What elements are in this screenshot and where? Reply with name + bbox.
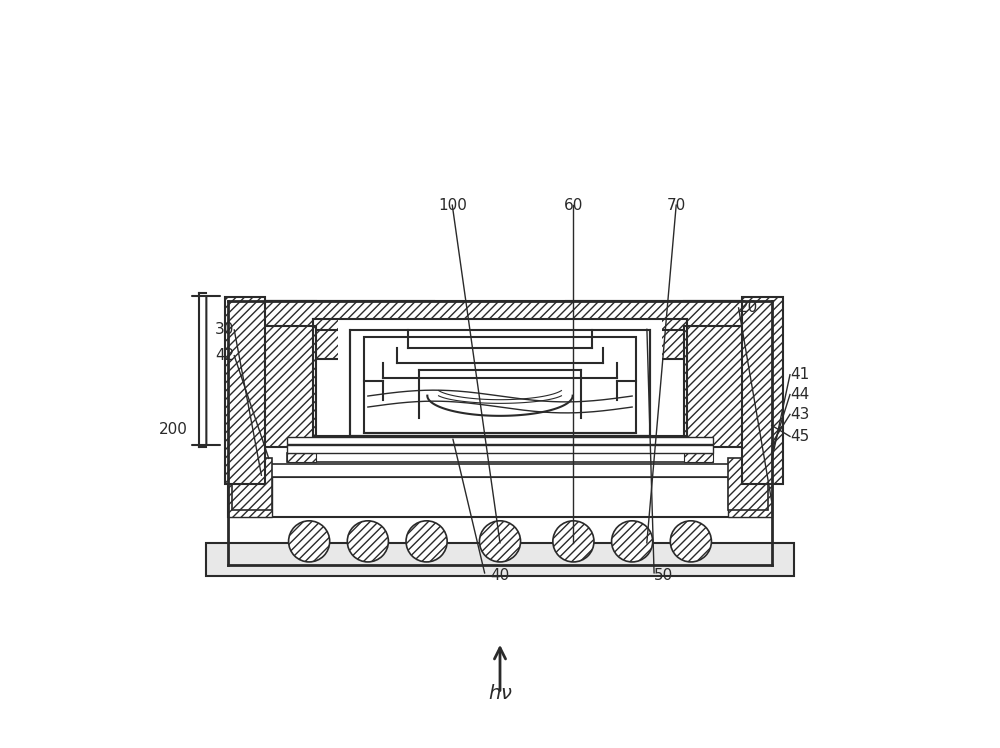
Circle shape: [289, 521, 330, 562]
Text: 50: 50: [654, 568, 673, 583]
Bar: [232, 459, 272, 510]
Circle shape: [553, 521, 594, 562]
Circle shape: [479, 521, 521, 562]
Bar: [287, 453, 713, 462]
Bar: [228, 301, 772, 330]
Text: 100: 100: [438, 197, 467, 213]
Text: 30: 30: [215, 322, 234, 337]
Bar: [228, 326, 316, 447]
Bar: [364, 337, 636, 433]
Bar: [206, 543, 794, 576]
Circle shape: [670, 521, 711, 562]
Text: 20: 20: [739, 301, 758, 316]
Circle shape: [612, 521, 653, 562]
Bar: [684, 453, 713, 462]
Circle shape: [347, 521, 388, 562]
Bar: [228, 301, 316, 359]
Bar: [228, 301, 772, 565]
Circle shape: [406, 521, 447, 562]
Bar: [228, 476, 272, 517]
Bar: [350, 330, 650, 436]
Bar: [228, 476, 772, 517]
Text: 43: 43: [790, 407, 809, 422]
Bar: [261, 464, 739, 476]
Bar: [225, 297, 265, 484]
Text: 41: 41: [790, 367, 809, 382]
Bar: [684, 301, 772, 359]
Bar: [287, 445, 713, 453]
Bar: [338, 319, 662, 447]
Text: $h\nu$: $h\nu$: [488, 684, 512, 703]
Text: 44: 44: [790, 387, 809, 402]
Bar: [728, 476, 772, 517]
Bar: [287, 437, 713, 444]
Text: 200: 200: [159, 422, 188, 437]
Bar: [684, 326, 772, 447]
Text: 42: 42: [215, 348, 234, 363]
Text: 40: 40: [490, 568, 510, 583]
Bar: [228, 301, 434, 359]
Text: 45: 45: [790, 429, 809, 444]
Bar: [287, 453, 316, 462]
Text: 60: 60: [564, 197, 583, 213]
Bar: [566, 301, 772, 359]
Text: 70: 70: [667, 197, 686, 213]
Bar: [728, 459, 768, 510]
Bar: [742, 297, 783, 484]
